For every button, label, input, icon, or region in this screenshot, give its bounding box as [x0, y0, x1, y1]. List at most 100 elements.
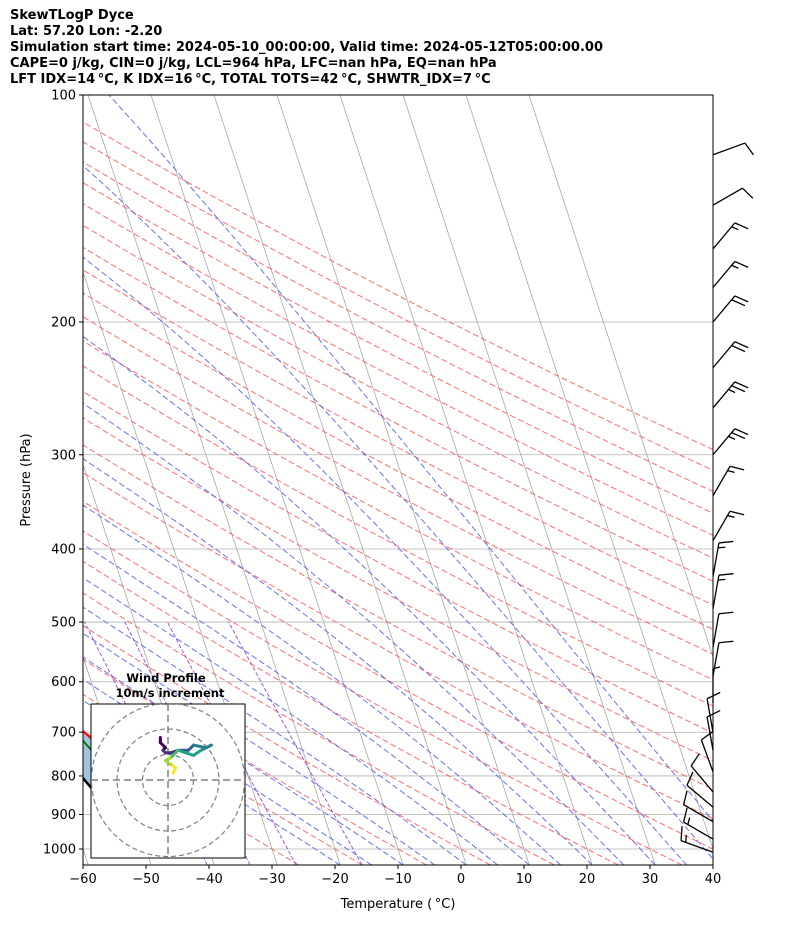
hodograph-trace — [171, 766, 178, 775]
x-tick-label: −60 — [69, 872, 96, 887]
x-axis-title: Temperature ( °C) — [340, 897, 456, 912]
y-axis-ticks: 100 200 300 400 500 600 700 800 900 1000 — [43, 89, 83, 858]
isotherm-line — [465, 95, 713, 851]
isotherm-line — [528, 95, 713, 658]
barb-flag — [680, 826, 683, 841]
y-tick-label: 400 — [51, 542, 76, 557]
barb-half — [685, 835, 687, 843]
barb-flag — [734, 341, 749, 349]
barb-staff — [712, 261, 736, 288]
wind-barb — [706, 709, 721, 751]
y-tick-label: 700 — [51, 726, 76, 741]
barb-flag — [686, 771, 694, 786]
barb-flag — [706, 709, 721, 718]
barb-staff — [712, 465, 731, 497]
wind-barb — [712, 573, 734, 609]
dry-adiabat — [83, 340, 713, 681]
wind-barb — [700, 730, 714, 773]
x-tick-label: 30 — [642, 872, 659, 887]
moist-adiabat — [83, 458, 593, 865]
wind-barbs — [680, 142, 755, 853]
moist-adiabat — [83, 632, 435, 865]
x-tick-label: −10 — [384, 872, 411, 887]
isotherm-line — [276, 95, 530, 865]
barb-half — [731, 226, 739, 231]
barb-half — [728, 435, 736, 440]
barb-half — [717, 546, 726, 549]
hodograph-inset: Wind Profile 10m/s increment — [90, 671, 246, 859]
barb-half — [717, 578, 726, 581]
barb-flag — [731, 344, 746, 353]
wind-barb — [712, 142, 755, 156]
hodograph-trace — [199, 743, 213, 752]
barb-staff — [683, 804, 714, 823]
x-tick-label: 40 — [705, 872, 722, 887]
barb-half — [731, 264, 739, 269]
moist-adiabat — [83, 577, 499, 865]
moist-adiabat — [108, 95, 713, 822]
y-tick-label: 1000 — [43, 843, 76, 858]
barb-flag — [718, 640, 734, 644]
y-tick-label: 300 — [51, 448, 76, 463]
barb-staff — [712, 428, 736, 456]
y-axis-title: Pressure (hPa) — [19, 433, 34, 526]
barb-staff — [712, 642, 720, 677]
barb-flag — [734, 381, 749, 389]
moist-adiabat — [83, 504, 562, 865]
barb-staff — [712, 142, 746, 156]
indices-text-2: LFT IDX=14 °C, K IDX=16 °C, TOTAL TOTS=4… — [10, 72, 491, 87]
chart-header: SkewTLogP Dyce Lat: 57.20 Lon: -2.20 Sim… — [10, 8, 603, 88]
barb-flag — [734, 222, 749, 230]
isotherm-line — [83, 847, 89, 865]
isotherm-line — [339, 95, 593, 865]
wind-barb — [712, 260, 749, 288]
barb-flag — [700, 730, 714, 741]
isotherm-line — [87, 95, 341, 865]
barb-staff — [712, 187, 743, 206]
y-tick-label: 500 — [51, 616, 76, 631]
y-tick-label: 900 — [51, 808, 76, 823]
barb-flag — [741, 187, 754, 199]
barb-flag — [731, 431, 746, 440]
barb-flag — [731, 385, 746, 393]
moist-adiabat — [83, 256, 688, 865]
barb-staff — [712, 222, 736, 250]
moist-adiabat — [83, 165, 713, 860]
hodograph-plot — [91, 704, 245, 858]
barb-staff — [683, 821, 714, 840]
barb-flag — [718, 573, 734, 576]
barb-staff — [712, 381, 736, 409]
dry-adiabat — [83, 500, 713, 850]
wind-barb — [712, 611, 734, 648]
wind-barb — [712, 295, 749, 323]
barb-staff — [700, 739, 714, 773]
x-tick-label: −20 — [321, 872, 348, 887]
moist-adiabat — [83, 699, 341, 865]
y-tick-label: 600 — [51, 675, 76, 690]
y-tick-label: 800 — [51, 769, 76, 784]
dry-adiabat — [83, 316, 713, 655]
dry-adiabat — [83, 141, 713, 471]
moist-adiabat — [83, 336, 656, 865]
barb-flag — [682, 790, 688, 805]
x-tick-label: 20 — [579, 872, 596, 887]
hodograph-ring — [91, 704, 245, 858]
barb-flag — [729, 465, 745, 471]
barb-staff — [712, 575, 720, 609]
barb-flag — [731, 299, 746, 307]
wind-barb — [682, 790, 714, 823]
dry-adiabat — [83, 592, 555, 865]
wind-barb — [690, 753, 714, 793]
barb-flag — [734, 295, 749, 303]
barb-staff — [680, 840, 714, 853]
wind-barb — [712, 428, 749, 456]
x-tick-label: −40 — [195, 872, 222, 887]
dry-adiabat — [83, 530, 683, 865]
wind-barb — [712, 187, 754, 206]
y-tick-label: 100 — [51, 89, 76, 104]
hodograph-subtitle: 10m/s increment — [116, 686, 225, 700]
x-tick-label: −50 — [132, 872, 159, 887]
barb-staff — [712, 510, 731, 542]
barb-staff — [690, 765, 714, 793]
